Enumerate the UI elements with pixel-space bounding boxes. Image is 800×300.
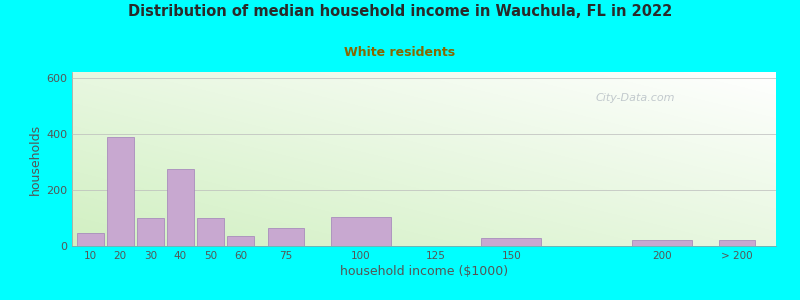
Bar — [77, 233, 103, 246]
Bar — [137, 218, 164, 246]
Bar — [481, 238, 542, 246]
Y-axis label: households: households — [29, 123, 42, 195]
Bar — [106, 136, 134, 246]
Text: Distribution of median household income in Wauchula, FL in 2022: Distribution of median household income … — [128, 4, 672, 20]
Text: White residents: White residents — [345, 46, 455, 59]
X-axis label: household income ($1000): household income ($1000) — [340, 265, 508, 278]
Bar — [719, 240, 755, 246]
Bar — [267, 228, 304, 246]
Bar — [330, 217, 391, 246]
Bar — [227, 236, 254, 246]
Bar — [631, 240, 692, 246]
Bar — [197, 218, 224, 246]
Bar — [166, 169, 194, 246]
Text: City-Data.com: City-Data.com — [595, 93, 675, 103]
